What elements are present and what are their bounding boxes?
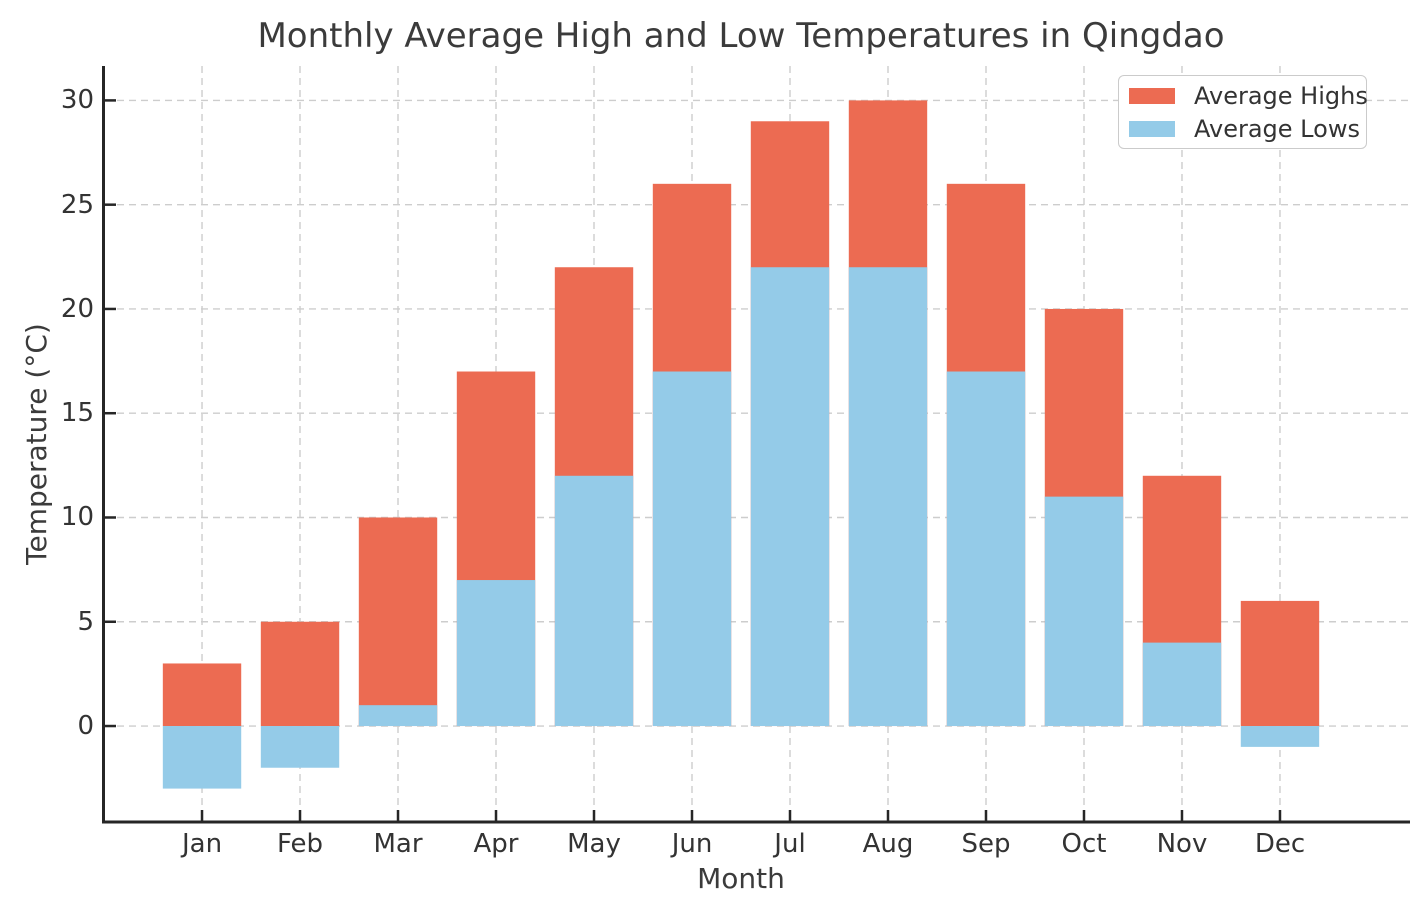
legend-item-average-highs: Average Highs bbox=[1129, 81, 1368, 110]
x-tick-mark-mar bbox=[396, 810, 400, 821]
bar-average-lows-jul bbox=[750, 267, 830, 727]
y-tick-label-10: 10 bbox=[60, 502, 94, 533]
x-tick-mark-sep bbox=[984, 810, 988, 821]
bar-average-lows-mar bbox=[358, 705, 438, 727]
y-tick-mark-5 bbox=[105, 620, 116, 624]
legend: Average Highs Average Lows bbox=[1118, 75, 1368, 149]
x-tick-label-sep: Sep bbox=[961, 829, 1011, 859]
bar-average-lows-dec bbox=[1240, 726, 1320, 747]
bar-average-lows-apr bbox=[456, 580, 536, 727]
bar-average-lows-may bbox=[554, 475, 634, 727]
x-tick-mark-jul bbox=[788, 810, 792, 821]
x-tick-label-jan: Jan bbox=[181, 829, 223, 859]
bar-average-lows-nov bbox=[1142, 642, 1222, 727]
legend-label-average-highs: Average Highs bbox=[1194, 81, 1368, 110]
bar-average-highs-dec bbox=[1240, 600, 1320, 727]
x-tick-mark-nov bbox=[1180, 810, 1184, 821]
x-tick-label-feb: Feb bbox=[276, 829, 324, 859]
x-tick-label-aug: Aug bbox=[862, 829, 914, 859]
x-tick-mark-apr bbox=[494, 810, 498, 821]
y-tick-mark-30 bbox=[105, 99, 116, 102]
x-tick-label-jul: Jul bbox=[774, 829, 806, 859]
x-tick-label-mar: Mar bbox=[373, 829, 423, 859]
x-tick-label-nov: Nov bbox=[1156, 829, 1208, 859]
bar-average-lows-feb bbox=[260, 726, 340, 768]
y-tick-mark-10 bbox=[105, 516, 116, 519]
legend-swatch-average-highs bbox=[1129, 87, 1175, 104]
x-tick-mark-jun bbox=[690, 810, 694, 821]
y-tick-label-30: 30 bbox=[60, 85, 94, 116]
x-tick-label-apr: Apr bbox=[473, 829, 519, 859]
y-tick-mark-0 bbox=[105, 724, 116, 728]
y-tick-mark-25 bbox=[105, 203, 116, 206]
y-tick-label-15: 15 bbox=[60, 398, 94, 429]
x-axis-label: Month bbox=[697, 862, 785, 895]
y-tick-label-5: 5 bbox=[77, 606, 94, 637]
x-tick-mark-dec bbox=[1278, 810, 1282, 821]
y-tick-label-20: 20 bbox=[60, 293, 94, 324]
bar-average-highs-mar bbox=[358, 517, 438, 727]
x-tick-mark-feb bbox=[298, 810, 302, 821]
y-axis-spine bbox=[102, 66, 105, 824]
y-tick-mark-20 bbox=[105, 307, 116, 311]
legend-swatch-average-lows bbox=[1129, 120, 1175, 137]
x-axis-spine bbox=[102, 820, 1410, 824]
bar-average-highs-feb bbox=[260, 621, 340, 727]
legend-label-average-lows: Average Lows bbox=[1194, 114, 1360, 143]
bar-average-lows-jun bbox=[652, 371, 732, 727]
y-tick-label-25: 25 bbox=[60, 189, 94, 220]
x-tick-mark-oct bbox=[1082, 810, 1086, 821]
bar-average-lows-aug bbox=[848, 267, 928, 727]
bar-average-lows-sep bbox=[946, 371, 1026, 727]
legend-item-average-lows: Average Lows bbox=[1129, 114, 1366, 143]
x-tick-mark-aug bbox=[886, 810, 890, 821]
bar-average-lows-oct bbox=[1044, 496, 1124, 727]
x-tick-mark-jan bbox=[200, 810, 204, 821]
x-tick-label-jun: Jun bbox=[671, 829, 713, 859]
x-tick-mark-may bbox=[592, 810, 596, 821]
x-tick-label-dec: Dec bbox=[1254, 829, 1306, 859]
chart-title: Monthly Average High and Low Temperature… bbox=[257, 16, 1225, 56]
y-tick-mark-15 bbox=[105, 411, 116, 415]
bar-average-highs-jan bbox=[162, 663, 242, 727]
bar-average-lows-jan bbox=[162, 726, 242, 789]
x-tick-label-may: May bbox=[567, 829, 621, 859]
y-tick-label-0: 0 bbox=[77, 711, 94, 742]
x-tick-label-oct: Oct bbox=[1061, 829, 1107, 859]
